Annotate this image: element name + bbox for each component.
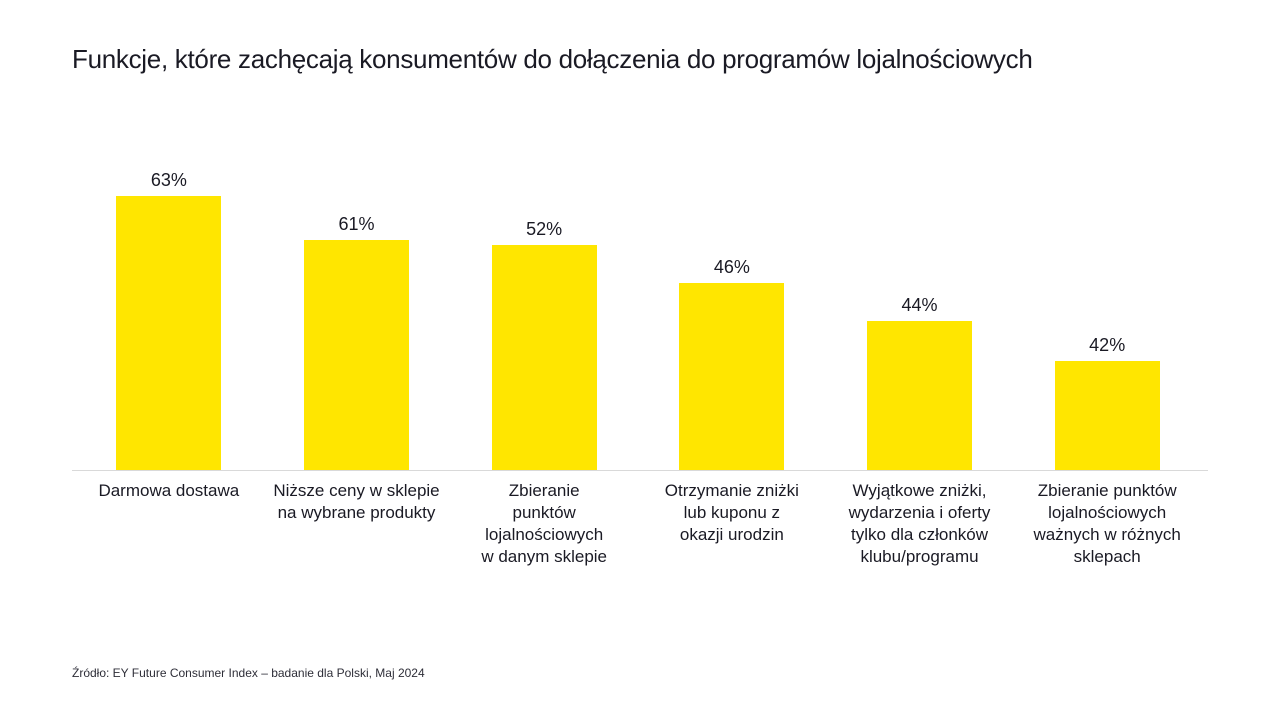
- bar-slot: 42%: [1013, 335, 1201, 470]
- source-note: Źródło: EY Future Consumer Index – badan…: [72, 666, 425, 680]
- bar-value-label: 61%: [338, 214, 375, 234]
- category-label: Otrzymanie zniżki lub kuponu z okazji urod…: [664, 481, 799, 544]
- bar-slot: 44%: [826, 295, 1014, 470]
- bar-slot: 52%: [450, 219, 638, 470]
- category-label: Darmowa dostawa: [98, 481, 240, 500]
- bar: [304, 240, 409, 470]
- bar-slot: 61%: [263, 214, 451, 470]
- bar: [491, 245, 597, 470]
- bar-value-label: 52%: [526, 219, 563, 239]
- bar: [1054, 361, 1160, 470]
- chart-title: Funkcje, które zachęcają konsumentów do …: [72, 44, 1033, 74]
- bar: [679, 283, 785, 470]
- bar: [116, 196, 222, 470]
- category-label: Zbieranie punktów lojalnościowych w danym s…: [481, 481, 608, 566]
- bar-value-label: 42%: [1089, 335, 1126, 355]
- bars-row: 63% 61% 52% 46% 44% 42%: [75, 0, 1201, 470]
- x-axis-baseline: [72, 470, 1208, 471]
- category-label: Wyjątkowe zniżki, wydarzenia i oferty tylk…: [848, 481, 991, 566]
- bar-slot: 46%: [638, 257, 826, 470]
- category-labels-row: Darmowa dostawa Niższe ceny w sklepie na w…: [75, 480, 1201, 568]
- category-label: Zbieranie punktów lojalnościowych ważnych …: [1033, 481, 1181, 566]
- bar-value-label: 63%: [150, 170, 187, 190]
- bar: [867, 321, 973, 470]
- bar-slot: 63%: [75, 170, 263, 470]
- category-label: Niższe ceny w sklepie na wybrane produkty: [273, 481, 440, 522]
- bar-value-label: 44%: [901, 295, 938, 315]
- bar-value-label: 46%: [713, 257, 750, 277]
